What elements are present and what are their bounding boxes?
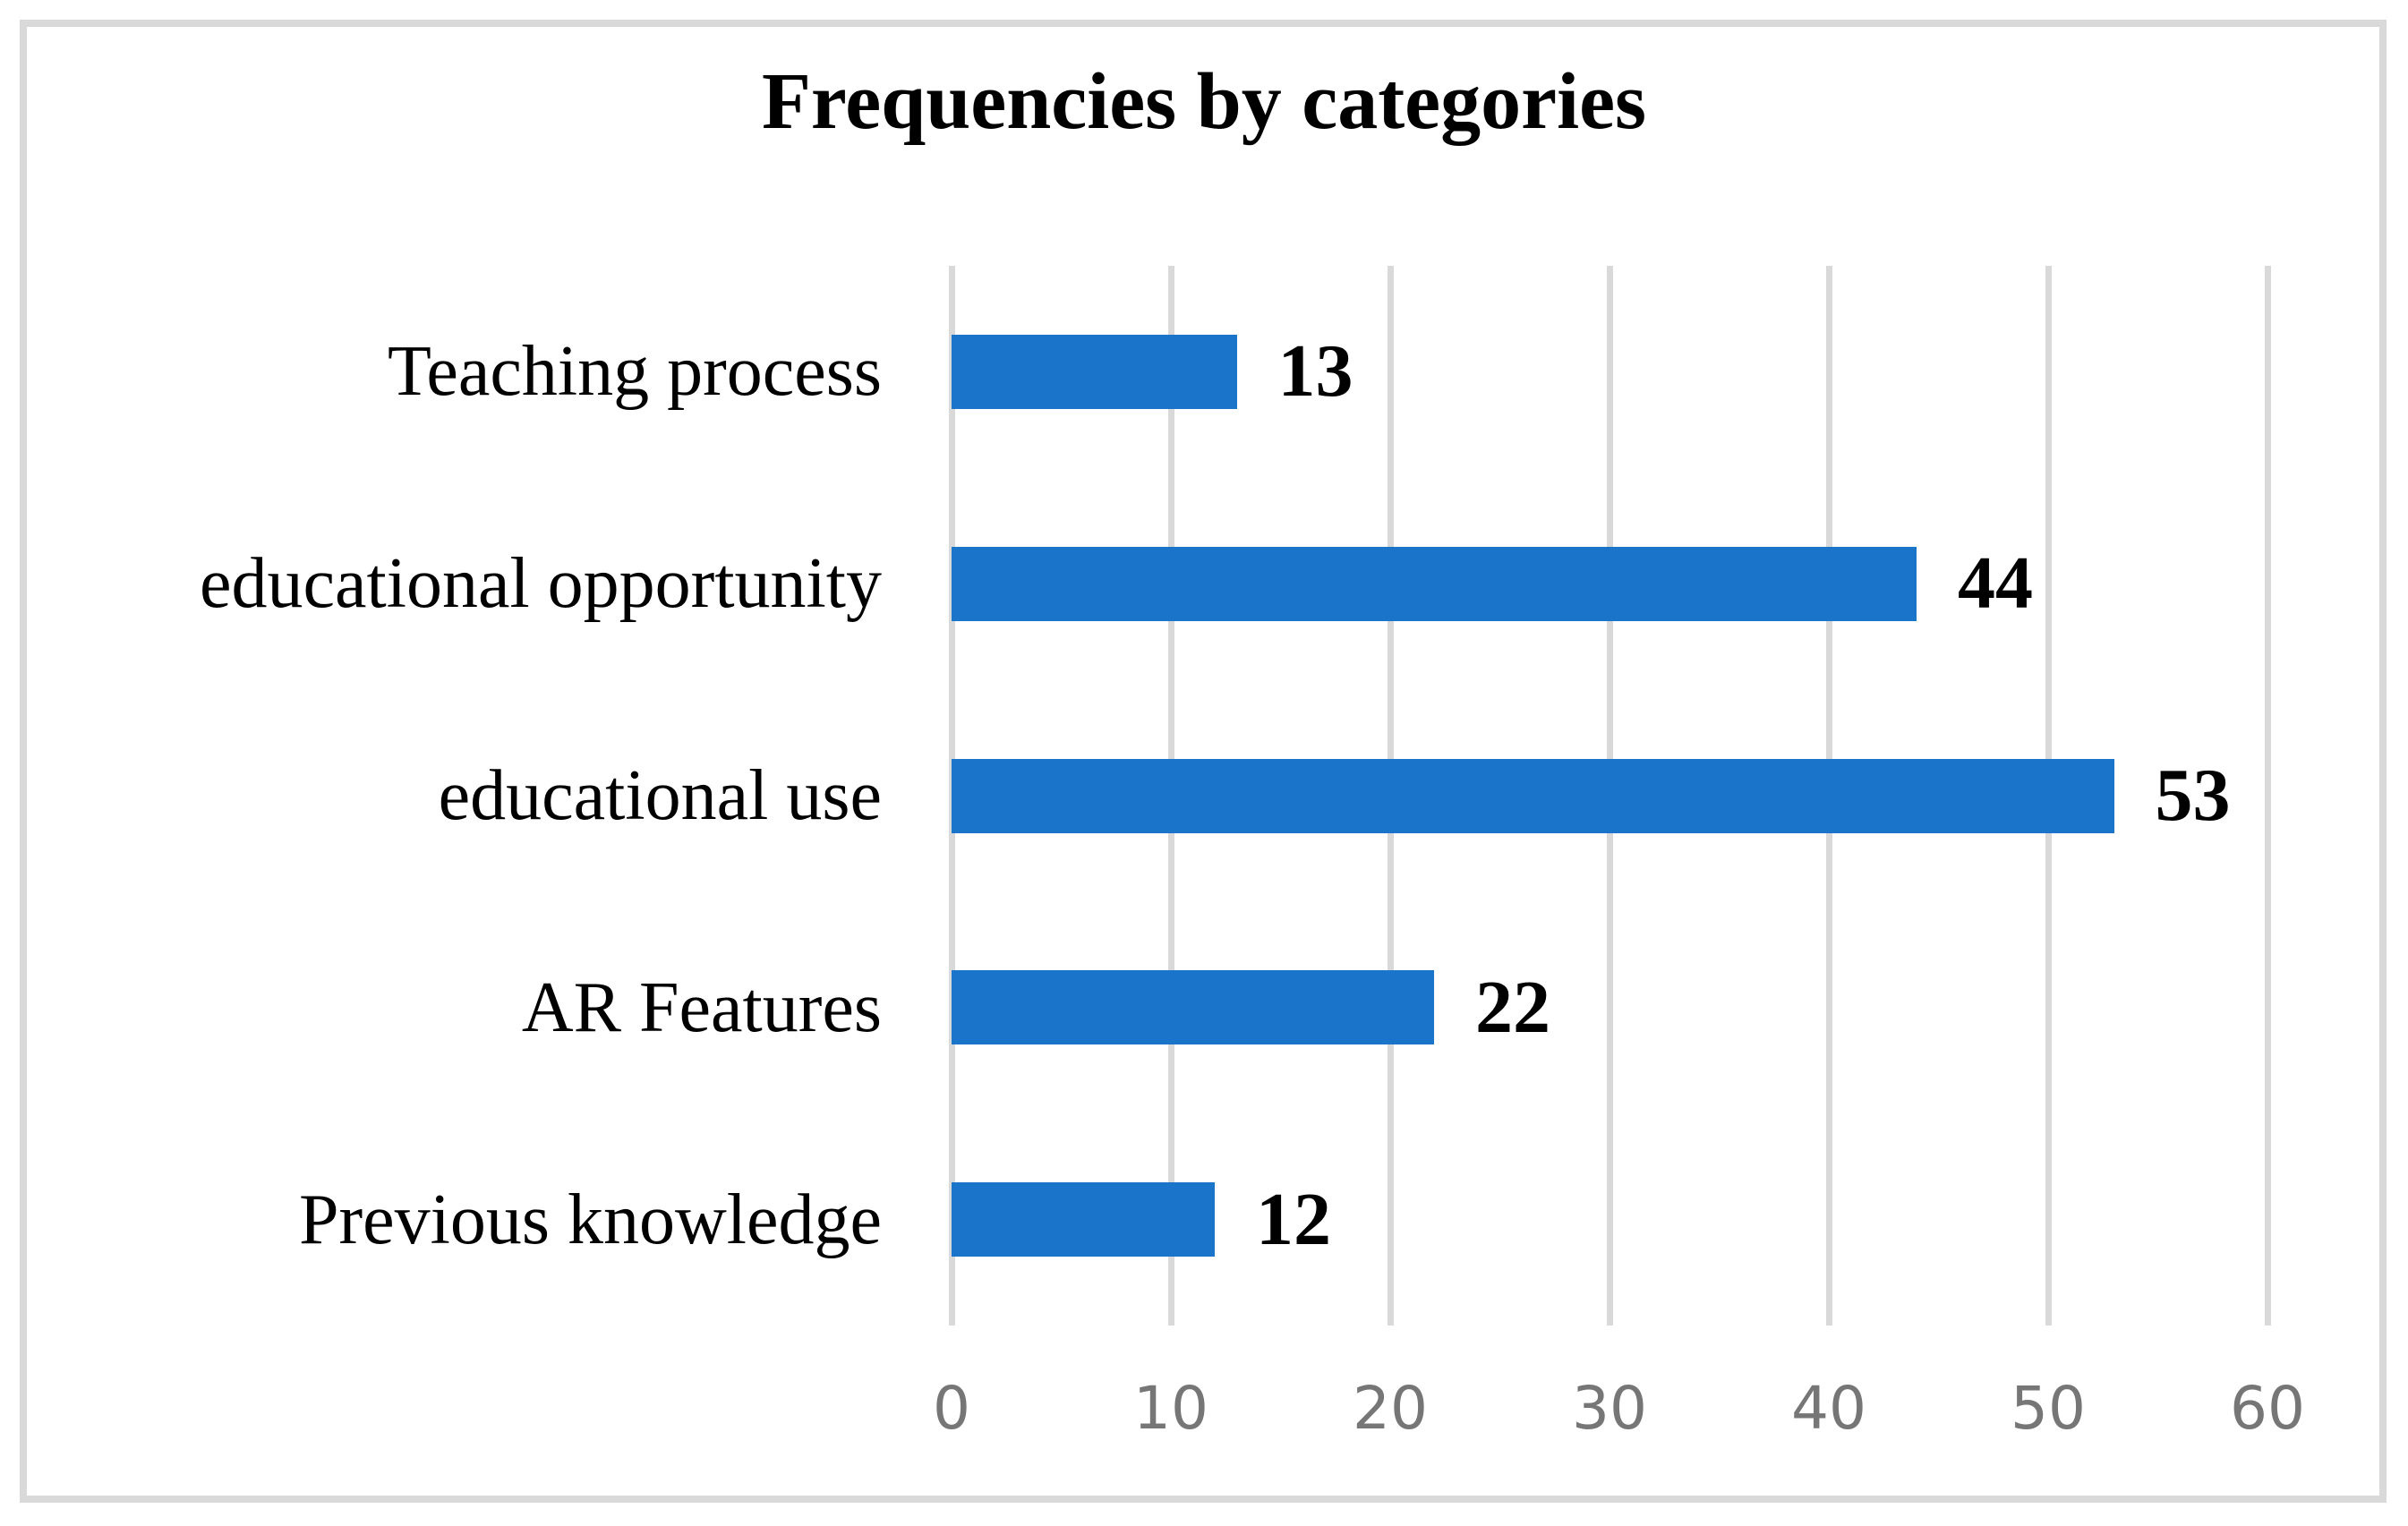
bar [952, 334, 1237, 409]
x-tick-label: 0 [933, 1374, 970, 1443]
x-tick-label: 50 [2011, 1374, 2086, 1443]
value-label: 12 [1256, 1177, 1331, 1261]
value-label: 44 [1958, 541, 2033, 626]
category-label: Teaching process [388, 332, 882, 412]
category-label: educational opportunity [199, 544, 882, 624]
x-tick-label: 20 [1353, 1374, 1428, 1443]
bar [952, 970, 1434, 1045]
value-label: 22 [1475, 965, 1550, 1049]
value-label: 53 [2155, 754, 2231, 837]
chart-title: Frequencies by categories [761, 57, 1647, 146]
category-label: Previous knowledge [298, 1180, 882, 1259]
x-tick-label: 40 [1791, 1374, 1866, 1443]
x-tick-label: 60 [2230, 1374, 2305, 1443]
category-label: AR Features [521, 968, 882, 1047]
value-label: 13 [1277, 329, 1353, 413]
category-label: educational use [438, 756, 882, 835]
x-tick-label: 30 [1572, 1374, 1647, 1443]
bar [952, 546, 1917, 621]
bar [952, 1182, 1215, 1257]
gridline [2264, 266, 2271, 1326]
bar [952, 758, 2114, 833]
x-tick-label: 10 [1133, 1374, 1208, 1443]
